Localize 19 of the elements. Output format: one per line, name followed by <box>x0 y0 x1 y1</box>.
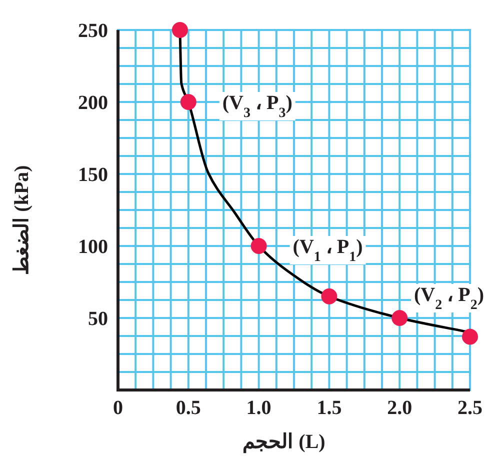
point <box>250 238 267 254</box>
x-axis-title: الحجم (L) <box>242 431 326 454</box>
y-tick-label: 50 <box>88 308 108 330</box>
x-tick-label: 0.5 <box>176 397 201 419</box>
x-tick-label: 2.5 <box>458 397 482 419</box>
point <box>180 94 196 110</box>
y-tick-label: 100 <box>78 236 108 258</box>
y-tick-label: 250 <box>78 20 108 42</box>
y-axis-title: الضغط (kPa) <box>11 165 33 275</box>
y-tick-label: 200 <box>78 92 108 114</box>
x-tick-label: 2.0 <box>387 397 412 419</box>
y-tick-label: 150 <box>78 164 108 186</box>
point <box>462 328 478 345</box>
point <box>392 310 408 326</box>
point <box>321 288 338 304</box>
x-tick-label: 0 <box>113 397 123 419</box>
point <box>172 22 188 38</box>
x-tick-label: 1.5 <box>316 397 342 419</box>
x-tick-label: 1.0 <box>246 397 272 419</box>
